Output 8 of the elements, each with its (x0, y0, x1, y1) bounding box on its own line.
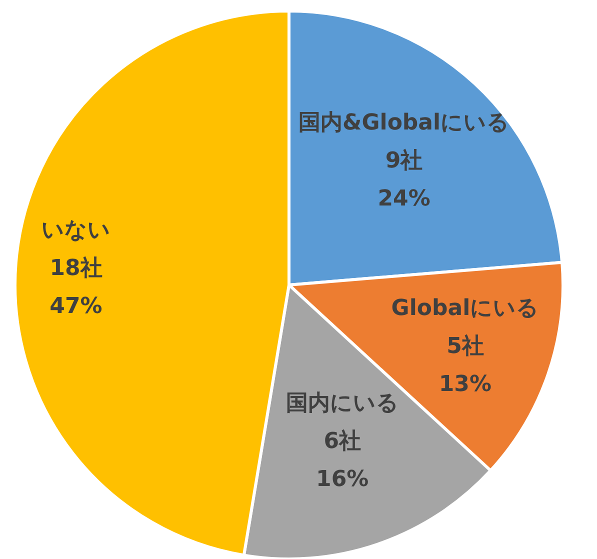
slice-label: Globalにいる (391, 296, 540, 322)
data-label: 5社 13% (438, 334, 492, 398)
data-label: 6社 16% (316, 429, 369, 492)
slice-label: いない (42, 218, 111, 244)
slice-label: 国内&Globalにいる (298, 110, 510, 136)
data-label: 18社 47% (50, 256, 102, 320)
slice-label: 国内にいる (286, 391, 399, 416)
data-label: 9社 24% (378, 148, 430, 212)
